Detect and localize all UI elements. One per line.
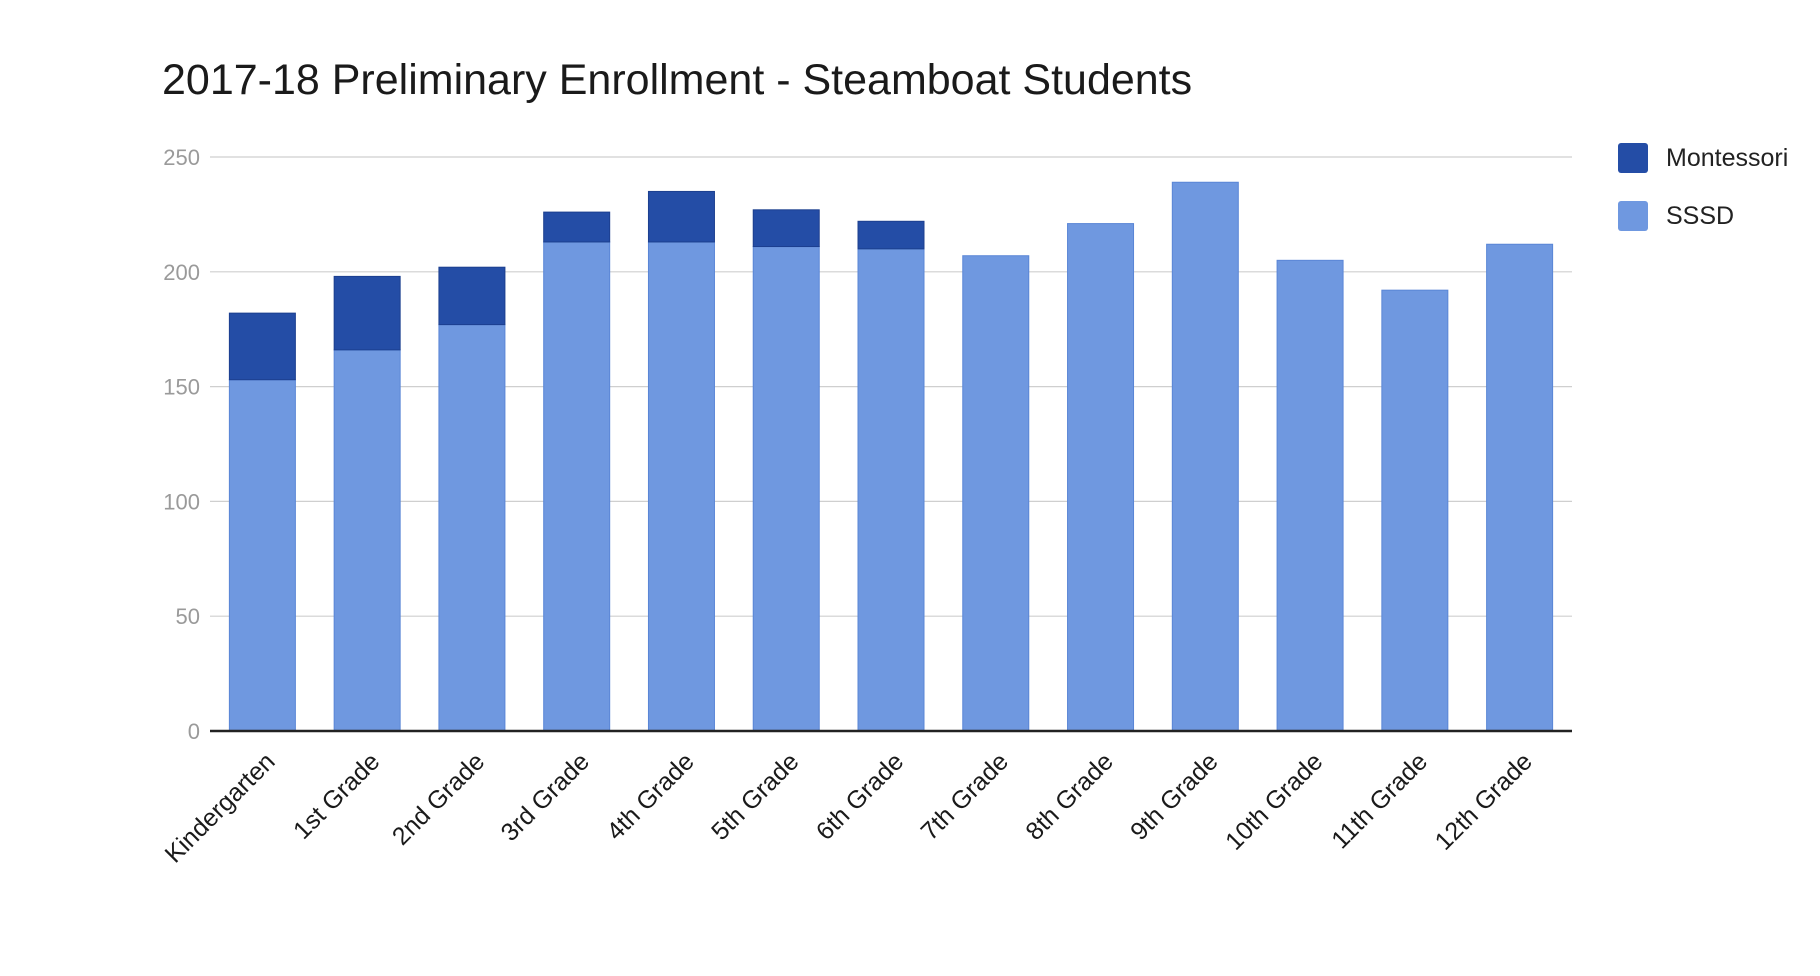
y-tick-label: 250 [163, 145, 200, 170]
legend-label-sssd: SSSD [1666, 201, 1735, 230]
x-tick-label: 12th Grade [1430, 747, 1538, 855]
chart-legend: Montessori SSSD [1618, 138, 1788, 254]
legend-label-montessori: Montessori [1666, 143, 1789, 172]
bar-sssd-kindergarten [228, 379, 296, 732]
bar-sssd-11th-grade [1381, 289, 1449, 732]
bar-montessori-6th-grade [857, 220, 925, 250]
x-tick-label: 2nd Grade [387, 747, 490, 850]
x-tick-label: 5th Grade [706, 747, 804, 845]
bar-sssd-12th-grade [1486, 243, 1554, 732]
bar-montessori-4th-grade [647, 190, 715, 243]
bar-sssd-1st-grade [333, 349, 401, 732]
y-tick-label: 100 [163, 489, 200, 514]
bar-sssd-5th-grade [752, 246, 820, 732]
legend-item-sssd: SSSD [1618, 196, 1788, 236]
x-tick-label: 10th Grade [1220, 747, 1328, 855]
y-tick-label: 200 [163, 260, 200, 285]
bar-sssd-4th-grade [647, 241, 715, 732]
x-tick-label: 4th Grade [601, 747, 699, 845]
bar-montessori-3rd-grade [543, 211, 611, 243]
bar-sssd-10th-grade [1276, 259, 1344, 732]
bar-sssd-6th-grade [857, 248, 925, 732]
y-tick-label: 0 [188, 719, 200, 744]
bar-montessori-2nd-grade [438, 266, 506, 326]
bar-sssd-3rd-grade [543, 241, 611, 732]
bar-sssd-9th-grade [1171, 181, 1239, 732]
chart-title: 2017-18 Preliminary Enrollment - Steambo… [162, 56, 1193, 104]
y-tick-label: 150 [163, 375, 200, 400]
x-tick-label: 8th Grade [1020, 747, 1118, 845]
bar-sssd-7th-grade [962, 255, 1030, 732]
bar-montessori-1st-grade [333, 275, 401, 351]
legend-item-montessori: Montessori [1618, 138, 1788, 178]
y-tick-label: 50 [176, 604, 200, 629]
x-tick-label: 9th Grade [1125, 747, 1223, 845]
x-tick-label: 3rd Grade [496, 747, 595, 846]
legend-swatch-montessori [1618, 143, 1648, 173]
bar-sssd-2nd-grade [438, 324, 506, 732]
bar-montessori-kindergarten [228, 312, 296, 381]
bar-sssd-8th-grade [1067, 223, 1135, 732]
bar-montessori-5th-grade [752, 209, 820, 248]
x-tick-label: 7th Grade [916, 747, 1014, 845]
x-tick-label: 1st Grade [288, 747, 385, 844]
x-tick-label: 6th Grade [811, 747, 909, 845]
x-tick-label: 11th Grade [1326, 747, 1433, 854]
legend-swatch-sssd [1618, 201, 1648, 231]
x-tick-label: Kindergarten [160, 747, 281, 868]
